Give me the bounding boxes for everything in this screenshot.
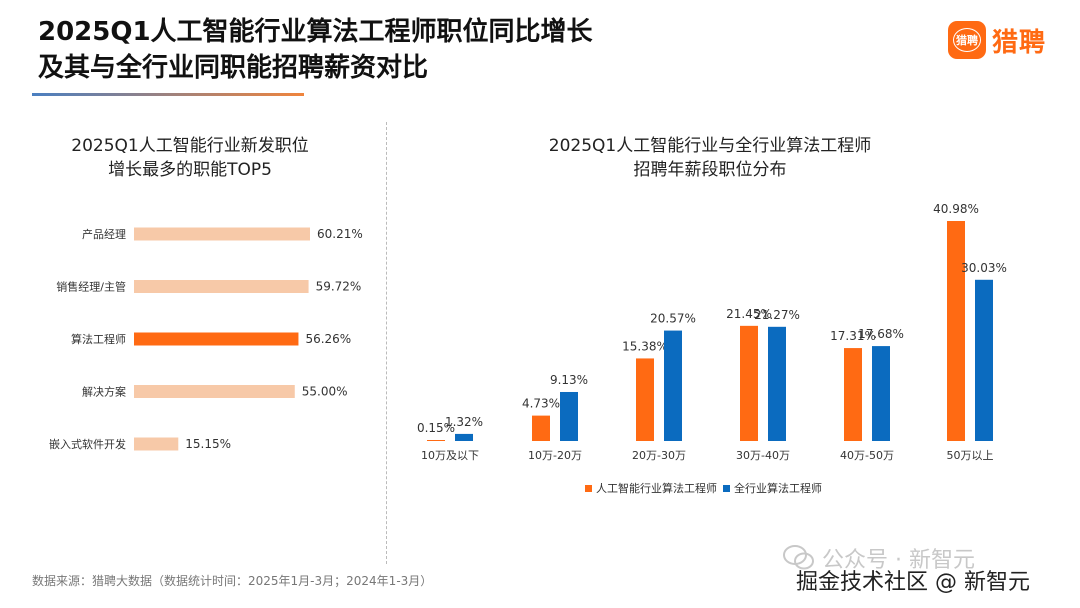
wechat-icon: [783, 545, 814, 570]
page-title-line1: 2025Q1人工智能行业算法工程师职位同比增长: [38, 17, 593, 47]
vbar-bar: [844, 348, 862, 441]
hbar-bar: [134, 332, 299, 346]
page-title-line2: 及其与全行业同职能招聘薪资对比: [38, 53, 429, 83]
vbar-bar: [740, 325, 758, 441]
watermark-line1-text: 公众号 · 新智元: [822, 548, 975, 573]
left-chart-title-line2: 增长最多的职能TOP5: [108, 160, 272, 180]
vbar-category-label: 20万-30万: [632, 449, 686, 462]
vbar-value-label: 9.13%: [550, 373, 588, 387]
legend-swatch-ai: [585, 484, 592, 492]
hbar-value-label: 55.00%: [302, 385, 348, 399]
vbar-category-label: 10万-20万: [528, 449, 582, 462]
vbar-category-label: 10万及以下: [421, 449, 479, 462]
vbar-value-label: 21.27%: [754, 308, 800, 322]
liepin-logo-icon: 猎聘: [947, 21, 986, 59]
vbar-value-label: 40.98%: [933, 202, 979, 216]
vbar-value-label: 4.73%: [522, 397, 560, 411]
hbar-category-label: 解决方案: [82, 385, 126, 399]
left-chart-title-line1: 2025Q1人工智能行业新发职位: [71, 136, 309, 156]
vbar-category-label: 40万-50万: [840, 449, 894, 462]
watermark-line1: 公众号 · 新智元: [782, 542, 975, 574]
vbar-value-label: 0.15%: [417, 421, 455, 435]
panel-divider: [386, 122, 387, 564]
legend-item-ai: 人工智能行业算法工程师: [585, 480, 717, 496]
hbar-category-label: 嵌入式软件开发: [49, 437, 126, 451]
vbar-category-label: 30万-40万: [736, 449, 790, 462]
vbar-value-label: 15.38%: [622, 339, 668, 353]
chart-legend: 人工智能行业算法工程师 全行业算法工程师: [585, 480, 828, 496]
vbar-value-label: 30.03%: [961, 261, 1007, 275]
vbar-bar: [427, 440, 445, 441]
vbar-bar: [947, 221, 965, 441]
hbar-category-label: 算法工程师: [71, 332, 126, 346]
legend-swatch-all: [723, 484, 730, 492]
vbar-value-label: 17.31%: [830, 329, 876, 343]
watermark: 公众号 · 新智元 掘金技术社区 @ 新智元: [782, 542, 1072, 604]
vbar-bar: [664, 330, 682, 441]
data-source-note: 数据来源：猎聘大数据（数据统计时间：2025年1月-3月；2024年1-3月）: [32, 574, 433, 588]
left-chart-title: 2025Q1人工智能行业新发职位 增长最多的职能TOP5: [20, 134, 360, 182]
vbar-value-label: 20.57%: [650, 312, 696, 326]
hbar-bar: [134, 437, 179, 451]
hbar-bar: [134, 385, 295, 398]
vbar-bar: [768, 326, 786, 441]
vbar-value-label: 1.32%: [445, 415, 483, 429]
watermark-line2: 掘金技术社区 @ 新智元: [796, 570, 1030, 595]
legend-label-all: 全行业算法工程师: [734, 482, 822, 495]
right-chart-title: 2025Q1人工智能行业与全行业算法工程师 招聘年薪段职位分布: [480, 134, 940, 182]
liepin-logo-text: 猎聘: [991, 27, 1046, 58]
vbar-category-label: 50万以上: [947, 449, 994, 462]
vbar-bar: [532, 415, 550, 441]
right-chart-title-line1: 2025Q1人工智能行业与全行业算法工程师: [548, 136, 872, 156]
legend-item-all: 全行业算法工程师: [723, 480, 822, 496]
hbar-value-label: 59.72%: [316, 280, 362, 294]
legend-label-ai: 人工智能行业算法工程师: [596, 482, 717, 495]
page-title: 2025Q1人工智能行业算法工程师职位同比增长 及其与全行业同职能招聘薪资对比: [38, 14, 798, 86]
hbar-bar: [134, 227, 310, 241]
hbar-value-label: 56.26%: [305, 332, 351, 346]
hbar-category-label: 销售经理/主管: [56, 280, 126, 294]
vbar-bar: [975, 279, 993, 441]
liepin-logo-mark: 猎聘: [952, 28, 981, 52]
hbar-category-label: 产品经理: [82, 227, 126, 241]
hbar-bar: [134, 280, 309, 293]
vbar-value-label: 17.68%: [858, 327, 904, 341]
vbar-bar: [872, 346, 890, 441]
liepin-logo: 猎聘 猎聘: [947, 20, 1046, 60]
vbar-value-label: 21.45%: [726, 307, 772, 321]
hbar-value-label: 15.15%: [185, 437, 231, 451]
vbar-bar: [455, 433, 473, 441]
hbar-value-label: 60.21%: [317, 227, 363, 241]
right-chart-title-line2: 招聘年薪段职位分布: [633, 160, 787, 180]
vbar-bar: [636, 358, 654, 441]
title-underline: [32, 93, 304, 96]
vbar-bar: [560, 391, 578, 441]
